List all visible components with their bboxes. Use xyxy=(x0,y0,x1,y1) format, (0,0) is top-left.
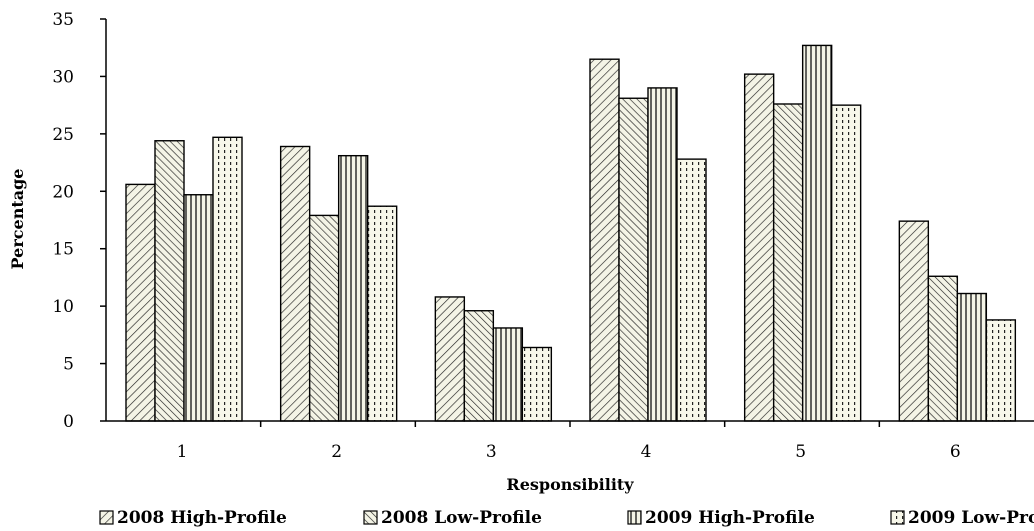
bar-diagonal-up-1 xyxy=(125,183,156,422)
y-tick-label: 0 xyxy=(63,412,74,432)
x-tick-label: 5 xyxy=(795,442,806,462)
legend-swatch-vertical xyxy=(627,510,642,525)
legend-swatch-diagonal-up xyxy=(99,510,114,525)
legend-label: 2009 Low-Profile xyxy=(908,508,1034,528)
bar-dotted-6 xyxy=(985,319,1017,422)
x-tick-label: 6 xyxy=(950,442,961,462)
bars-group xyxy=(125,44,1017,422)
y-tick-label: 15 xyxy=(52,240,74,260)
x-axis: 1 2 3 4 5 6 xyxy=(177,421,961,462)
legend: 2008 High-Profile 2008 Low-Profile 2009 Hi… xyxy=(99,508,1034,528)
bar-diagonal-down-3 xyxy=(463,310,495,422)
bar-diagonal-down-6 xyxy=(927,275,959,422)
bar-vertical-2 xyxy=(337,154,369,422)
legend-swatch-diagonal-down xyxy=(363,510,378,525)
bar-vertical-1 xyxy=(183,194,214,422)
legend-label: 2009 High-Profile xyxy=(645,508,815,528)
bar-vertical-5 xyxy=(801,44,833,422)
y-axis: 0 5 10 15 20 25 30 35 xyxy=(52,10,106,432)
x-axis-title: Responsibility xyxy=(506,475,634,494)
y-tick-label: 5 xyxy=(63,355,74,375)
bar-dotted-3 xyxy=(521,346,553,422)
bar-diagonal-down-1 xyxy=(154,140,185,422)
x-tick-label: 1 xyxy=(177,442,188,462)
bar-dotted-5 xyxy=(830,104,862,422)
y-tick-label: 25 xyxy=(52,125,74,145)
bar-diagonal-up-5 xyxy=(743,73,775,422)
bar-diagonal-down-5 xyxy=(772,103,804,422)
bar-diagonal-up-4 xyxy=(589,58,620,422)
y-tick-label: 20 xyxy=(52,182,74,202)
x-tick-label: 4 xyxy=(641,442,652,462)
bar-dotted-4 xyxy=(676,158,707,422)
bar-diagonal-up-2 xyxy=(279,145,311,422)
bar-diagonal-down-2 xyxy=(308,214,340,422)
bar-dotted-1 xyxy=(212,136,243,422)
y-axis-title: Percentage xyxy=(8,169,27,270)
y-tick-label: 30 xyxy=(52,67,74,87)
legend-label: 2008 Low-Profile xyxy=(381,508,542,528)
legend-swatch-dotted xyxy=(890,510,905,525)
bar-vertical-6 xyxy=(956,292,988,422)
y-tick-label: 35 xyxy=(52,10,74,30)
x-tick-label: 3 xyxy=(486,442,497,462)
bar-diagonal-up-6 xyxy=(898,220,930,422)
bar-dotted-2 xyxy=(366,205,398,422)
bar-diagonal-up-3 xyxy=(434,296,466,422)
bar-vertical-4 xyxy=(647,87,678,422)
legend-label: 2008 High-Profile xyxy=(117,508,287,528)
x-tick-label: 2 xyxy=(331,442,342,462)
y-tick-label: 10 xyxy=(52,297,74,317)
bar-vertical-3 xyxy=(492,327,524,422)
bar-diagonal-down-4 xyxy=(618,97,649,422)
